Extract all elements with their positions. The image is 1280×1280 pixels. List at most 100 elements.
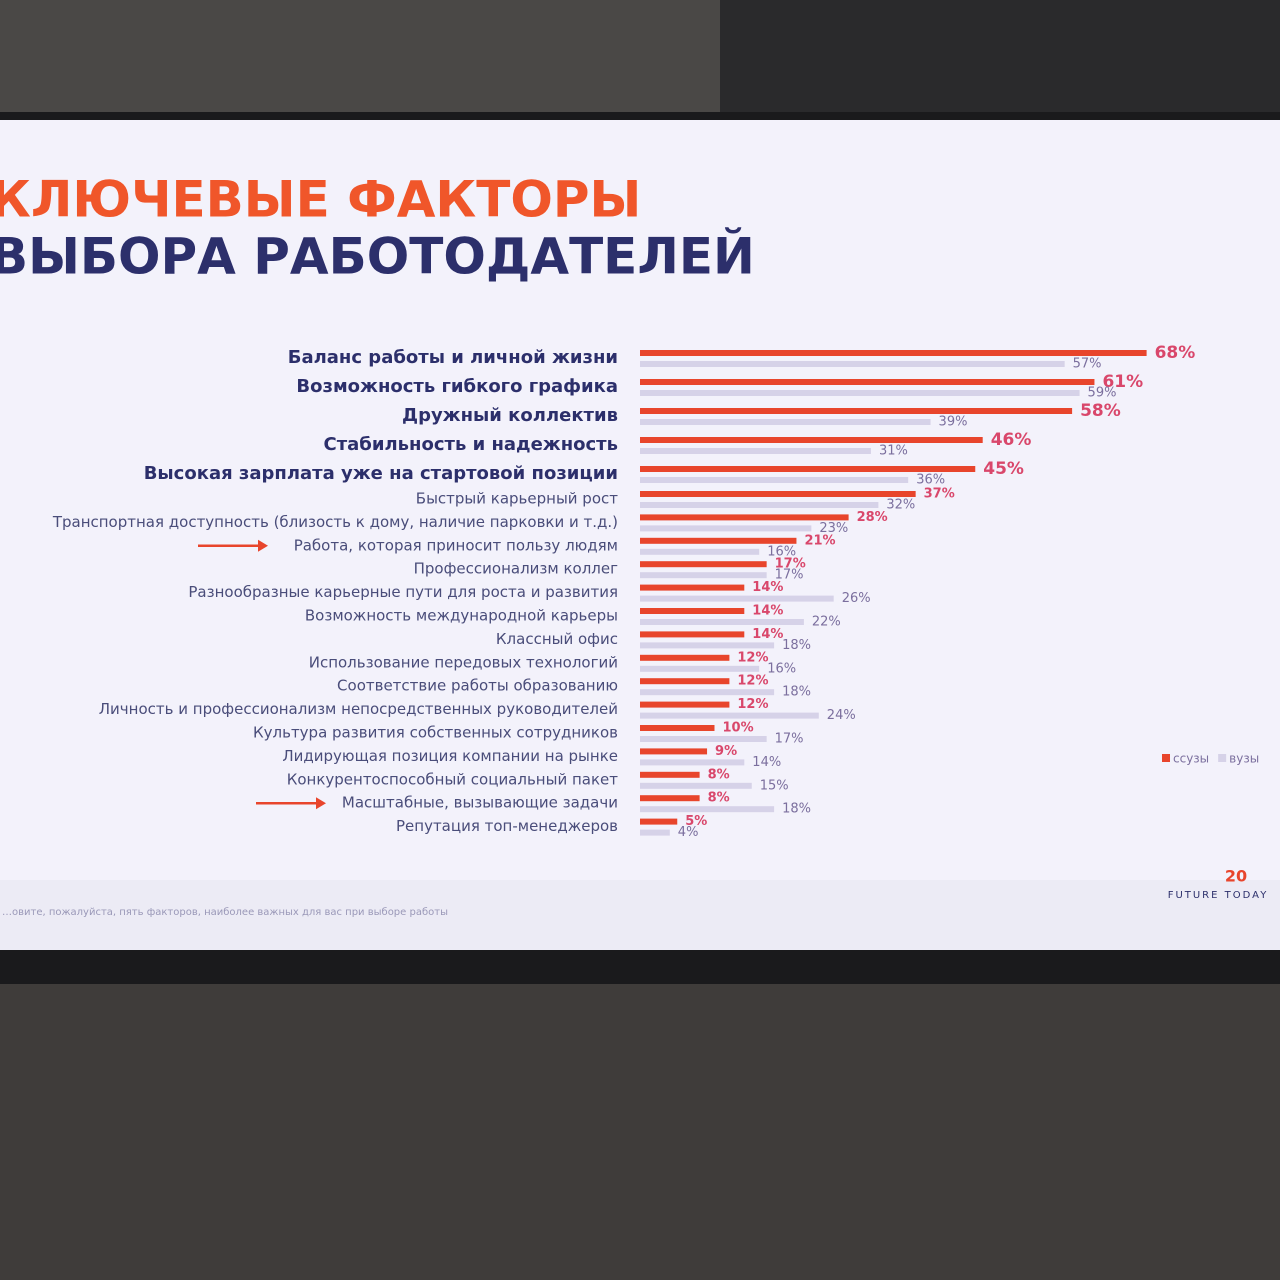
arrow-head <box>316 797 326 810</box>
wall-dark <box>720 0 1280 120</box>
category-label: Соответствие работы образованию <box>337 677 618 695</box>
value-label: 61% <box>1102 372 1143 392</box>
value-label: 68% <box>1155 343 1196 363</box>
value-label: 8% <box>708 767 730 782</box>
bar <box>640 806 775 813</box>
bar <box>640 448 871 454</box>
value-label: 37% <box>924 487 955 502</box>
legend-label: ссузы <box>1173 752 1209 766</box>
bar <box>640 419 931 425</box>
bar <box>640 466 976 472</box>
bar <box>640 390 1080 396</box>
bar <box>640 654 730 661</box>
value-label: 26% <box>842 591 871 606</box>
value-label: 15% <box>760 778 789 793</box>
value-label: 12% <box>737 674 768 689</box>
category-label: Конкурентоспособный социальный пакет <box>287 770 619 788</box>
bar <box>640 514 849 521</box>
value-label: 59% <box>1088 386 1117 401</box>
value-label: 4% <box>678 825 699 840</box>
bar <box>640 642 775 649</box>
value-label: 18% <box>782 802 811 817</box>
bar <box>640 736 767 742</box>
bar <box>640 537 797 544</box>
value-label: 12% <box>737 650 768 665</box>
bar <box>640 829 670 836</box>
value-label: 10% <box>723 721 754 736</box>
bar <box>640 759 745 766</box>
bar <box>640 572 767 579</box>
value-label: 21% <box>804 533 835 548</box>
arrow-head <box>258 539 268 552</box>
bar <box>640 525 812 532</box>
bar <box>640 608 745 614</box>
value-label: 17% <box>775 568 804 583</box>
value-label: 5% <box>685 814 707 829</box>
value-label: 18% <box>782 638 811 653</box>
bar <box>640 619 804 625</box>
floor-area <box>0 950 1280 1280</box>
value-label: 23% <box>819 521 848 536</box>
bar <box>640 477 909 483</box>
bar <box>640 408 1073 414</box>
bar <box>640 379 1095 385</box>
category-label: Работа, которая приносит пользу людям <box>294 536 618 554</box>
category-label: Возможность гибкого графика <box>296 376 618 397</box>
title-line: ВЫБОРА РАБОТОДАТЕЛЕЙ <box>0 227 755 286</box>
category-label: Транспортная доступность (близость к дом… <box>52 513 618 531</box>
value-label: 57% <box>1073 357 1102 372</box>
value-label: 17% <box>775 557 806 572</box>
value-label: 39% <box>939 415 968 430</box>
category-label: Быстрый карьерный рост <box>416 490 618 508</box>
value-label: 24% <box>827 708 856 723</box>
category-label: Профессионализм коллег <box>414 560 618 578</box>
logo-text: FUTURE TODAY <box>1168 890 1269 901</box>
bar <box>640 361 1065 367</box>
value-label: 8% <box>708 791 730 806</box>
bar <box>640 631 745 638</box>
value-label: 9% <box>715 744 737 759</box>
bar <box>640 561 767 568</box>
value-label: 46% <box>991 430 1032 450</box>
bar <box>640 701 730 708</box>
bar <box>640 795 700 802</box>
bar <box>640 548 760 555</box>
value-label: 31% <box>879 444 908 459</box>
value-label: 22% <box>812 615 841 630</box>
bar <box>640 437 983 443</box>
category-label: Лидирующая позиция компании на рынке <box>282 747 618 765</box>
bar <box>640 665 760 672</box>
bar <box>640 818 678 825</box>
value-label: 14% <box>752 580 783 595</box>
value-label: 58% <box>1080 401 1121 421</box>
value-label: 14% <box>752 755 781 770</box>
category-label: Высокая зарплата уже на стартовой позици… <box>144 463 618 484</box>
legend-swatch <box>1162 754 1170 762</box>
value-label: 12% <box>737 697 768 712</box>
value-label: 45% <box>983 459 1024 479</box>
value-label: 16% <box>767 661 796 676</box>
value-label: 36% <box>916 473 945 488</box>
category-label: Классный офис <box>496 630 618 648</box>
value-label: 18% <box>782 685 811 700</box>
value-label: 28% <box>857 510 888 525</box>
value-label: 16% <box>767 544 796 559</box>
bar <box>640 748 708 755</box>
category-label: Разнообразные карьерные пути для роста и… <box>188 583 618 601</box>
bar <box>640 689 775 696</box>
bar <box>640 350 1147 356</box>
bar <box>640 782 752 789</box>
bar <box>640 584 745 591</box>
category-label: Использование передовых технологий <box>309 653 618 671</box>
value-label: 17% <box>775 732 804 747</box>
category-label: Стабильность и надежность <box>324 434 619 455</box>
category-label: Репутация топ-менеджеров <box>396 817 618 835</box>
slide-footer <box>0 880 1280 950</box>
bar <box>640 771 700 778</box>
category-label: Масштабные, вызывающие задачи <box>342 794 618 812</box>
title-line: КЛЮЧЕВЫЕ ФАКТОРЫ <box>0 171 641 229</box>
bar <box>640 502 879 508</box>
logo-number: 20 <box>1225 867 1247 886</box>
category-label: Возможность международной карьеры <box>305 607 618 625</box>
